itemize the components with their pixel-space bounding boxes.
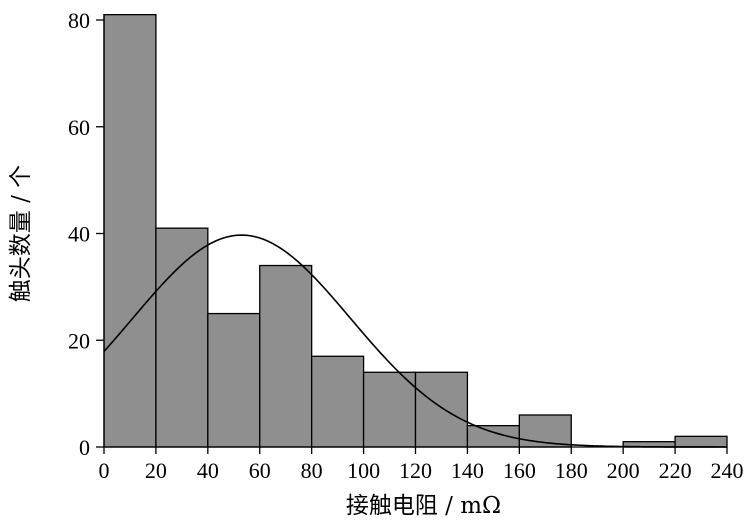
histogram-bar [414,371,469,448]
x-tick-label: 220 [659,458,692,483]
histogram-bar [259,264,313,448]
y-tick-label: 60 [68,115,90,140]
x-tick-label: 140 [451,458,484,483]
x-tick-label: 0 [99,458,110,483]
x-tick-label: 60 [249,458,271,483]
y-tick-label: 0 [79,435,90,460]
histogram-bar [362,371,417,448]
histogram-bar [155,227,209,448]
x-tick-label: 80 [301,458,323,483]
x-tick-label: 100 [347,458,380,483]
x-ticks-group: 0 20 40 60 80 100 120 140 160 180 200 220 240 [99,447,744,483]
histogram-bar [103,14,157,448]
x-tick-label: 40 [197,458,219,483]
x-tick-label: 180 [555,458,588,483]
y-axis-title: 触头数量 / 个 [8,165,34,302]
bars-group [103,14,728,448]
y-tick-label: 20 [68,328,90,353]
x-tick-label: 120 [399,458,432,483]
y-tick-label: 40 [68,222,90,247]
x-tick-label: 240 [711,458,744,483]
x-tick-label: 160 [503,458,536,483]
histogram-bar [674,435,728,448]
y-tick-label: 80 [68,8,90,33]
histogram-bar [311,355,365,448]
x-tick-label: 200 [607,458,640,483]
y-ticks-group: 0 20 40 60 80 [68,8,104,460]
histogram-bar [207,312,261,448]
histogram-bar [518,414,572,448]
x-axis-title: 接触电阻 / mΩ [346,493,501,519]
x-tick-label: 20 [145,458,167,483]
